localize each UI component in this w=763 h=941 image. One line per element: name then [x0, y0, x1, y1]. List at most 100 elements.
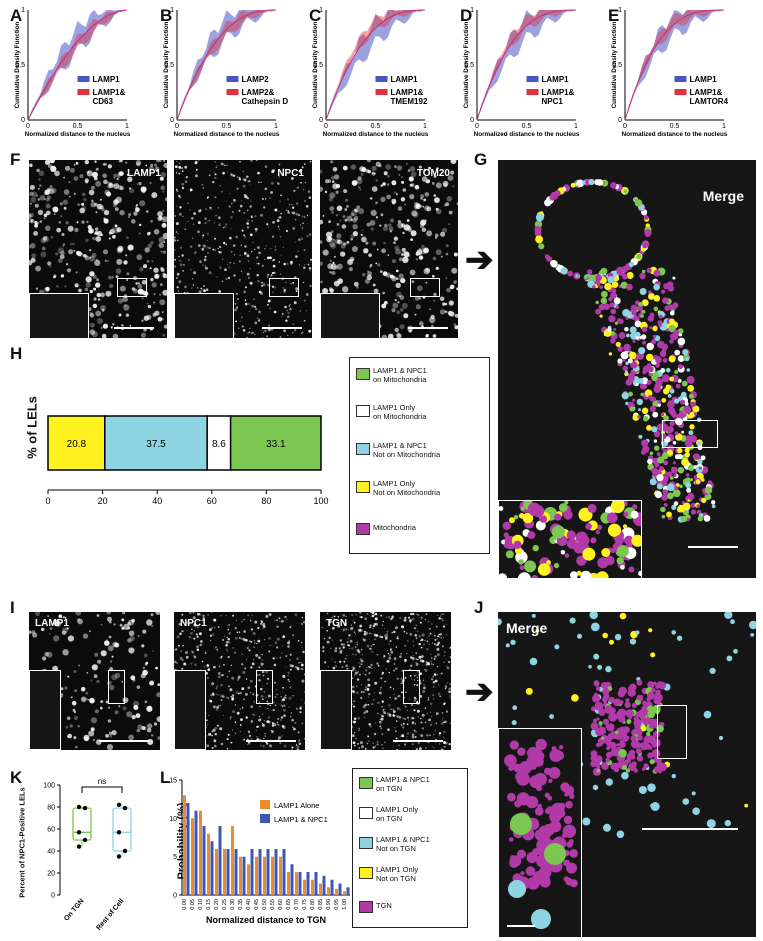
x-tick-label: 0.5 — [73, 123, 83, 130]
puncta — [185, 655, 189, 659]
puncta — [283, 714, 286, 717]
puncta — [290, 712, 292, 714]
puncta — [251, 216, 253, 219]
puncta — [269, 644, 271, 647]
puncta — [380, 270, 383, 273]
puncta — [244, 299, 247, 302]
puncta — [280, 273, 282, 275]
puncta — [329, 271, 332, 274]
puncta — [240, 316, 243, 319]
puncta — [94, 202, 98, 207]
puncta — [351, 647, 354, 650]
puncta — [73, 164, 76, 166]
puncta — [110, 326, 113, 329]
puncta — [157, 211, 163, 217]
micrograph-lamp1: LAMP1 — [29, 160, 167, 338]
organelle — [618, 332, 626, 339]
puncta — [247, 276, 250, 279]
puncta — [279, 200, 281, 202]
puncta — [288, 203, 291, 206]
histogram-bar — [303, 879, 306, 895]
puncta — [325, 619, 326, 621]
organelle — [592, 694, 601, 703]
puncta — [258, 656, 261, 659]
organelle — [624, 701, 631, 709]
puncta — [389, 274, 394, 279]
puncta — [79, 207, 85, 214]
puncta — [425, 334, 429, 338]
puncta — [270, 274, 273, 277]
puncta — [113, 176, 116, 179]
organelle — [661, 289, 666, 294]
puncta — [448, 300, 454, 306]
puncta — [156, 716, 160, 722]
puncta — [113, 173, 117, 178]
organelle — [534, 225, 542, 234]
puncta — [445, 623, 448, 625]
puncta — [440, 231, 446, 237]
puncta — [192, 612, 194, 614]
organelle — [654, 462, 660, 468]
puncta — [30, 196, 37, 203]
organelle — [584, 275, 588, 279]
puncta — [379, 718, 382, 721]
puncta — [402, 726, 405, 729]
puncta — [156, 692, 160, 698]
organelle — [616, 266, 624, 275]
puncta — [236, 711, 240, 715]
puncta — [239, 730, 242, 733]
puncta — [401, 251, 406, 256]
puncta — [229, 236, 232, 240]
puncta — [402, 231, 405, 235]
puncta — [230, 216, 233, 219]
puncta — [193, 630, 196, 632]
data-point — [76, 844, 82, 849]
merge-title: Merge — [506, 620, 548, 636]
puncta — [371, 650, 374, 653]
puncta — [433, 747, 435, 749]
puncta — [221, 280, 224, 283]
puncta — [67, 716, 71, 720]
puncta — [369, 685, 371, 687]
puncta — [382, 620, 384, 623]
puncta — [374, 617, 378, 621]
puncta — [225, 641, 229, 644]
puncta — [442, 302, 446, 306]
puncta — [292, 726, 294, 729]
scale-bar — [262, 327, 302, 329]
puncta — [296, 748, 300, 750]
puncta — [258, 673, 261, 676]
puncta — [272, 221, 275, 224]
x-tick-label: 1 — [125, 123, 129, 130]
x-tick-label: 1.00 — [342, 899, 348, 910]
puncta — [95, 236, 102, 242]
puncta — [433, 292, 437, 297]
puncta — [291, 718, 294, 722]
puncta — [151, 734, 154, 737]
puncta — [426, 230, 433, 237]
puncta — [225, 277, 228, 281]
puncta — [239, 254, 241, 256]
puncta — [243, 193, 247, 197]
puncta — [456, 287, 458, 291]
puncta — [444, 720, 447, 723]
puncta — [383, 241, 386, 245]
puncta — [127, 638, 132, 643]
organelle — [665, 384, 671, 390]
puncta — [103, 179, 108, 185]
puncta — [174, 265, 177, 268]
puncta — [236, 678, 239, 681]
puncta — [452, 185, 455, 188]
puncta — [354, 732, 356, 734]
organelle — [662, 489, 668, 495]
histogram-bar — [287, 872, 290, 895]
puncta — [388, 333, 394, 338]
puncta — [309, 284, 312, 288]
puncta — [415, 652, 418, 654]
puncta — [358, 727, 360, 729]
puncta — [204, 652, 207, 655]
puncta — [373, 288, 379, 294]
puncta — [445, 277, 448, 279]
puncta — [414, 204, 419, 210]
organelle — [531, 909, 551, 929]
